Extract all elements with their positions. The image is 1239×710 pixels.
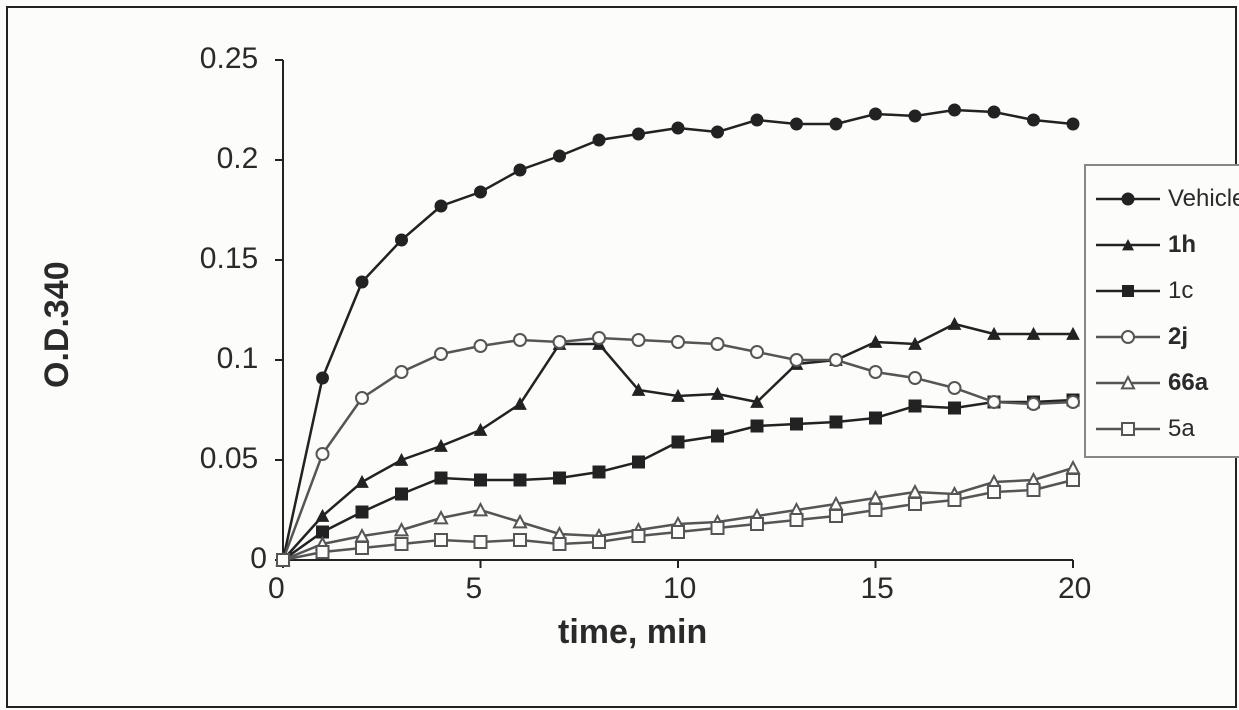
y-tick-label: 0.15	[200, 242, 258, 276]
legend-label: 66a	[1168, 369, 1208, 397]
legend-label: Vehicle	[1168, 185, 1239, 213]
plot-wrap: O.D.340 time, min 05101520 00.050.10.150…	[78, 28, 1218, 668]
y-tick-label: 0.25	[200, 42, 258, 76]
legend-item-1c: 1c	[1096, 268, 1193, 314]
legend-item-Vehicle: Vehicle	[1096, 176, 1239, 222]
legend: Vehicle 1h 1c 2j 66a 5a	[1084, 164, 1239, 458]
x-tick-label: 10	[663, 572, 696, 606]
x-tick-label: 5	[466, 572, 483, 606]
x-tick-label: 20	[1058, 572, 1091, 606]
y-axis-label: O.D.340	[38, 261, 77, 388]
x-axis-label: time, min	[558, 613, 707, 652]
legend-label: 2j	[1168, 323, 1188, 351]
legend-item-2j: 2j	[1096, 314, 1188, 360]
legend-item-5a: 5a	[1096, 406, 1195, 452]
y-tick-label: 0.1	[217, 342, 259, 376]
legend-label: 1c	[1168, 277, 1193, 305]
chart-frame: O.D.340 time, min 0 5 10 15 20 0 0.05 0.1 0.15 0…	[6, 6, 1237, 708]
y-tick-label: 0	[250, 542, 267, 576]
y-tick-label: 0.2	[217, 142, 259, 176]
legend-item-1h: 1h	[1096, 222, 1196, 268]
legend-item-66a: 66a	[1096, 360, 1208, 406]
x-tick-label: 15	[861, 572, 894, 606]
y-tick-label: 0.05	[200, 442, 258, 476]
legend-label: 5a	[1168, 415, 1195, 443]
x-tick-label: 0	[268, 572, 285, 606]
legend-label: 1h	[1168, 231, 1196, 259]
